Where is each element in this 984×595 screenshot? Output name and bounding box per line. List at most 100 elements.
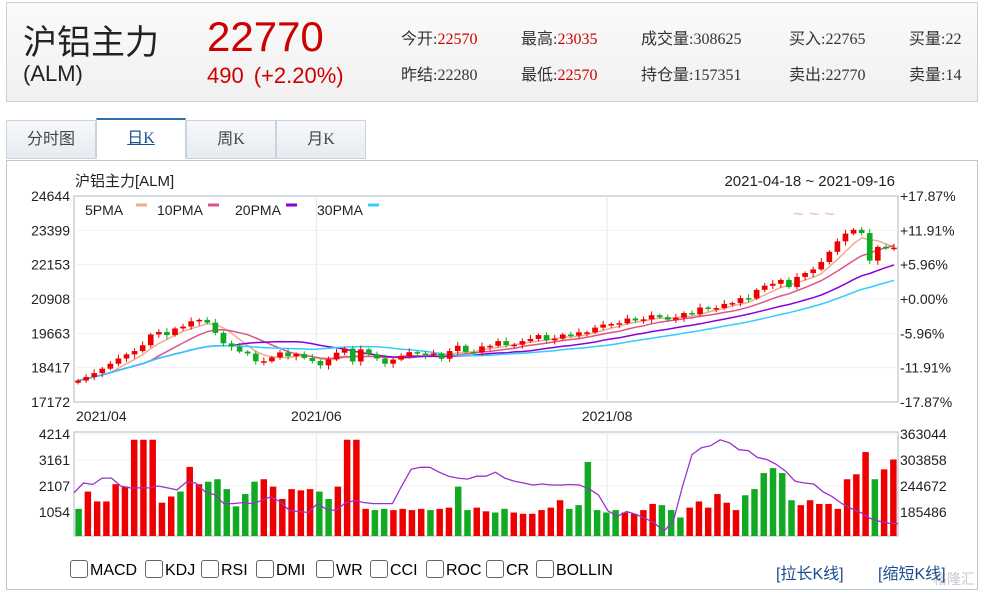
indicator-kdj[interactable]: KDJ xyxy=(145,560,195,580)
candle-body xyxy=(487,345,493,348)
pct-tick-label: -5.96% xyxy=(900,325,944,341)
indicator-bollin[interactable]: BOLLIN xyxy=(536,560,613,580)
volume-bar xyxy=(149,439,156,536)
quote-panel: 沪铝主力 (ALM) 22770 490 (+2.20%) 今开:22570 最高:… xyxy=(6,2,978,102)
candle-body xyxy=(180,326,186,329)
volume-bar xyxy=(658,505,666,536)
checkbox[interactable] xyxy=(70,560,88,578)
tab-1[interactable]: 日K xyxy=(96,118,186,159)
shrink-kline-link[interactable]: [缩短K线] xyxy=(878,566,946,583)
quote-stat: 今开:22570 xyxy=(401,25,477,49)
candle-body xyxy=(535,335,542,339)
stat-label: 买入: xyxy=(789,31,826,48)
checkbox[interactable] xyxy=(370,560,388,578)
indicator-roc[interactable]: ROC xyxy=(426,560,482,580)
chart-title: 沪铝主力[ALM] xyxy=(75,173,174,190)
candle-body xyxy=(810,269,817,274)
checkbox[interactable] xyxy=(145,560,163,578)
candle-body xyxy=(131,351,138,355)
stat-value: 23035 xyxy=(557,31,598,48)
indicator-label: WR xyxy=(336,562,363,579)
candle-body xyxy=(188,321,194,327)
indicator-macd[interactable]: MACD xyxy=(70,560,137,580)
candle-body xyxy=(83,376,89,381)
indicator-label: BOLLIN xyxy=(556,562,613,579)
quote-stat: 买入:22765 xyxy=(789,25,865,49)
tab-0[interactable]: 分时图 xyxy=(6,120,96,159)
volume-bar xyxy=(816,503,823,536)
volume-bar xyxy=(741,495,749,536)
quote-stat: 最低:22570 xyxy=(521,61,597,85)
volume-bar xyxy=(603,512,610,536)
price-change: 490 (+2.20%) xyxy=(207,63,354,89)
checkbox[interactable] xyxy=(486,560,504,578)
volume-bar xyxy=(492,512,499,536)
candle-body xyxy=(325,359,332,366)
indicator-label: RSI xyxy=(221,562,248,579)
indicator-label: ROC xyxy=(446,562,482,579)
candle-body xyxy=(430,353,437,356)
tab-2[interactable]: 周K xyxy=(186,120,276,159)
candle-body xyxy=(236,346,243,352)
candle-body xyxy=(713,308,720,310)
volume-bar xyxy=(103,501,110,536)
candle-body xyxy=(446,351,453,359)
indicator-label: CR xyxy=(506,562,530,579)
candle-body xyxy=(656,315,663,318)
volume-bar xyxy=(195,484,203,536)
checkbox[interactable] xyxy=(316,560,334,578)
volume-bar xyxy=(186,466,193,536)
volume-bar xyxy=(649,503,656,536)
candle-body xyxy=(317,360,324,366)
candle-body xyxy=(729,303,736,305)
volume-bar xyxy=(362,508,369,536)
indicator-label: CCI xyxy=(390,562,418,579)
price-tick-label: 22153 xyxy=(31,257,70,273)
last-price: 22770 xyxy=(207,13,324,60)
quote-stat: 昨结:22280 xyxy=(401,61,477,85)
stat-label: 持仓量: xyxy=(641,67,694,84)
candle-body xyxy=(212,322,219,333)
checkbox[interactable] xyxy=(536,560,554,578)
candle-body xyxy=(834,241,841,252)
oi-tick-label: 185486 xyxy=(900,504,947,520)
chart-frame: 沪铝主力[ALM] 2021-04-18 ~ 2021-09-16 2021/04 2… xyxy=(6,160,978,590)
stat-value: 22770 xyxy=(825,67,866,84)
candle-body xyxy=(495,341,501,346)
stat-value: 22765 xyxy=(825,31,866,48)
volume-bar xyxy=(445,507,453,536)
stat-label: 昨结: xyxy=(401,67,438,84)
indicator-rsi[interactable]: RSI xyxy=(201,560,248,580)
volume-bar xyxy=(121,486,129,536)
candle-body xyxy=(172,328,178,336)
pct-tick-label: -17.87% xyxy=(900,394,952,410)
volume-bar xyxy=(704,507,712,536)
volume-bar xyxy=(427,510,434,536)
stat-value: 22280 xyxy=(437,67,478,84)
stat-value: 22 xyxy=(945,31,962,48)
checkbox[interactable] xyxy=(426,560,444,578)
candle-body xyxy=(648,315,655,320)
x-tick-label: 2021/06 xyxy=(291,408,342,424)
checkbox[interactable] xyxy=(201,560,219,578)
candle-body xyxy=(471,351,477,354)
indicator-label: KDJ xyxy=(165,562,196,579)
candle-body xyxy=(147,334,154,346)
checkbox[interactable] xyxy=(256,560,274,578)
instrument-name: 沪铝主力 xyxy=(23,24,159,62)
candle-body xyxy=(689,313,695,315)
volume-bar xyxy=(371,510,379,536)
volume-bar xyxy=(806,500,814,536)
stretch-kline-link[interactable]: [拉长K线] xyxy=(776,566,844,583)
indicator-cci[interactable]: CCI xyxy=(370,560,418,580)
volume-bar xyxy=(343,439,351,536)
volume-bar xyxy=(723,502,730,536)
tab-3[interactable]: 月K xyxy=(276,120,366,159)
candle-body xyxy=(673,317,679,320)
indicator-cr[interactable]: CR xyxy=(486,560,529,580)
candle-body xyxy=(462,345,469,352)
candle-body xyxy=(786,279,792,288)
stat-value: 157351 xyxy=(693,67,742,84)
indicator-dmi[interactable]: DMI xyxy=(256,560,305,580)
indicator-wr[interactable]: WR xyxy=(316,560,363,580)
